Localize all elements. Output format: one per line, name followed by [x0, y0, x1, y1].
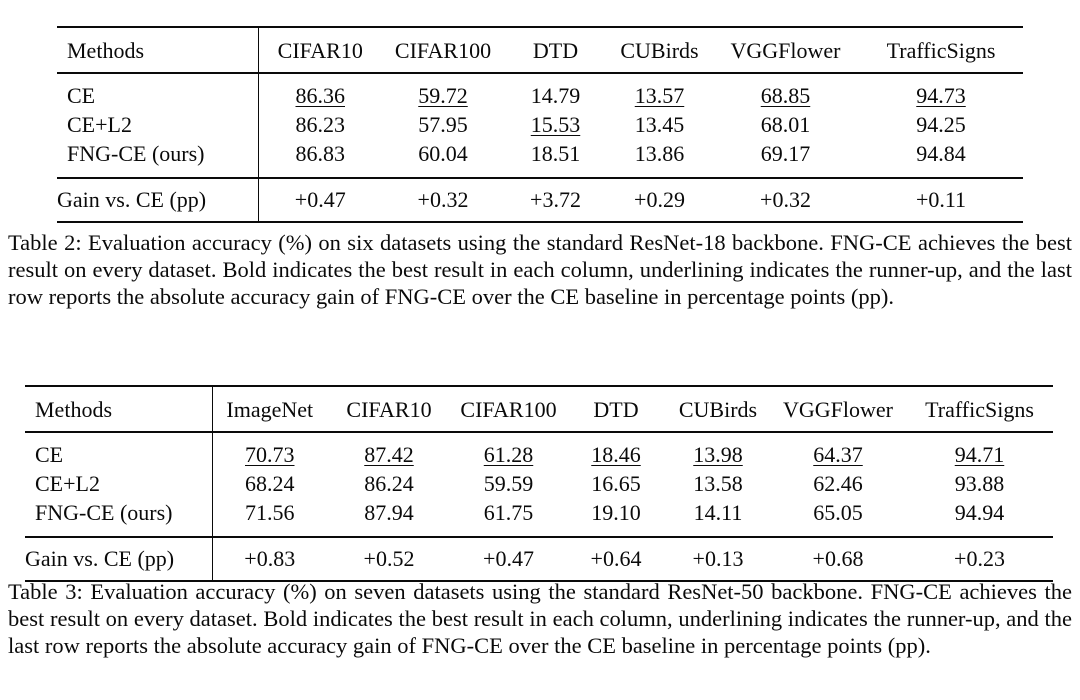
table2-caption: Table 2: Evaluation accuracy (%) on six …	[8, 230, 1072, 309]
accuracy-cell: 94.84	[916, 141, 966, 166]
accuracy-cell: 86.24	[364, 471, 414, 496]
table-body: CE 86.36 59.72 14.79 13.57 68.85 94.73 C…	[57, 73, 1023, 178]
accuracy-cell: 57.95	[418, 112, 468, 137]
col-header-cubirds: CUBirds	[620, 38, 699, 63]
accuracy-cell: 59.72	[418, 83, 468, 108]
method-cell: CE+L2	[35, 471, 100, 496]
table-header-row: Methods ImageNet CIFAR10 CIFAR100 DTD CU…	[25, 386, 1053, 432]
col-header-cifar10: CIFAR10	[346, 397, 432, 422]
table-header: Methods CIFAR10 CIFAR100 DTD CUBirds VGG…	[57, 27, 1023, 73]
accuracy-cell: 87.42	[364, 442, 414, 467]
col-header-trafficsigns: TrafficSigns	[886, 38, 996, 63]
col-header-dtd: DTD	[532, 38, 579, 63]
accuracy-cell: 86.36	[257, 73, 382, 110]
accuracy-cell: 13.58	[693, 471, 743, 496]
accuracy-cell: 14.11	[693, 500, 743, 525]
accuracy-cell: 61.75	[483, 500, 534, 525]
accuracy-cell: 13.45	[634, 112, 685, 137]
col-header-methods: Methods	[67, 38, 144, 63]
method-cell: CE+L2	[67, 112, 132, 137]
table3-caption: Table 3: Evaluation accuracy (%) on seve…	[8, 579, 1072, 658]
gain-cell: +0.52	[363, 546, 415, 571]
accuracy-cell: 65.05	[813, 500, 863, 525]
col-header-vggflower: VGGFlower	[783, 397, 893, 422]
col-header-cifar100: CIFAR100	[394, 38, 492, 63]
gain-cell: +0.11	[915, 187, 967, 212]
gain-cell: +0.13	[692, 546, 744, 571]
method-cell: CE	[67, 83, 96, 108]
accuracy-cell: 68.85	[760, 83, 811, 108]
accuracy-cell: 94.73	[916, 83, 966, 108]
accuracy-cell: 15.53	[530, 112, 581, 137]
table-row-fng-ce: FNG-CE (ours) 71.56 87.94 61.75 19.10 14…	[25, 498, 1053, 537]
gain-row-section: Gain vs. CE (pp) +0.47 +0.32 +3.72 +0.29…	[57, 178, 1023, 222]
resnet18-results-section: Methods CIFAR10 CIFAR100 DTD CUBirds VGG…	[57, 26, 1023, 223]
gain-cell: +0.32	[417, 187, 469, 212]
gain-cell: +0.29	[634, 187, 685, 212]
accuracy-cell: 93.88	[954, 471, 1005, 496]
col-header-trafficsigns: TrafficSigns	[925, 397, 1034, 422]
accuracy-cell: 19.10	[591, 500, 641, 525]
gain-label-cell: Gain vs. CE (pp)	[25, 546, 175, 571]
accuracy-cell: 16.65	[591, 471, 641, 496]
accuracy-cell: 13.98	[693, 442, 743, 467]
gain-cell: +0.32	[760, 187, 811, 212]
gain-cell: +0.47	[257, 178, 382, 222]
gain-cell: +0.23	[954, 546, 1005, 571]
gain-cell: +0.47	[483, 546, 534, 571]
method-cell: FNG-CE (ours)	[67, 141, 205, 166]
accuracy-cell: 94.71	[954, 442, 1005, 467]
method-cell: CE	[35, 442, 64, 467]
gain-label-cell: Gain vs. CE (pp)	[57, 187, 207, 212]
table-row-ce: CE 86.36 59.72 14.79 13.57 68.85 94.73	[57, 73, 1023, 110]
gain-cell: +0.83	[211, 537, 327, 581]
resnet18-results-table: Methods CIFAR10 CIFAR100 DTD CUBirds VGG…	[57, 26, 1023, 223]
gain-row: Gain vs. CE (pp) +0.83 +0.52 +0.47 +0.64…	[25, 537, 1053, 581]
col-header-cifar100: CIFAR100	[460, 397, 557, 422]
table-header: Methods ImageNet CIFAR10 CIFAR100 DTD CU…	[25, 386, 1053, 432]
accuracy-cell: 13.57	[634, 83, 685, 108]
accuracy-cell: 94.25	[916, 112, 966, 137]
col-header-cubirds: CUBirds	[678, 397, 758, 422]
gain-row: Gain vs. CE (pp) +0.47 +0.32 +3.72 +0.29…	[57, 178, 1023, 222]
table-row-ce-l2: CE+L2 86.23 57.95 15.53 13.45 68.01 94.2…	[57, 110, 1023, 139]
accuracy-cell: 68.01	[760, 112, 811, 137]
accuracy-cell: 18.46	[591, 442, 641, 467]
table-row-ce-l2: CE+L2 68.24 86.24 59.59 16.65 13.58 62.4…	[25, 469, 1053, 498]
table-row-ce: CE 70.73 87.42 61.28 18.46 13.98 64.37 9…	[25, 432, 1053, 469]
gain-cell: +0.64	[590, 546, 642, 571]
col-header-methods: Methods	[35, 397, 112, 422]
table-body: CE 70.73 87.42 61.28 18.46 13.98 64.37 9…	[25, 432, 1053, 537]
col-header-cifar10: CIFAR10	[257, 27, 382, 73]
accuracy-cell: 64.37	[813, 442, 863, 467]
gain-cell: +3.72	[530, 187, 581, 212]
accuracy-cell: 86.23	[257, 110, 382, 139]
col-header-dtd: DTD	[593, 397, 639, 422]
gain-cell: +0.68	[812, 546, 864, 571]
table-row-fng-ce: FNG-CE (ours) 86.83 60.04 18.51 13.86 69…	[57, 139, 1023, 178]
accuracy-cell: 13.86	[634, 141, 685, 166]
resnet50-results-table: Methods ImageNet CIFAR10 CIFAR100 DTD CU…	[25, 385, 1053, 582]
accuracy-cell: 68.24	[211, 469, 327, 498]
gain-row-section: Gain vs. CE (pp) +0.83 +0.52 +0.47 +0.64…	[25, 537, 1053, 581]
accuracy-cell: 87.94	[364, 500, 414, 525]
method-cell: FNG-CE (ours)	[35, 500, 173, 525]
col-header-imagenet: ImageNet	[211, 386, 327, 432]
resnet50-results-section: Methods ImageNet CIFAR10 CIFAR100 DTD CU…	[25, 385, 1053, 582]
accuracy-cell: 71.56	[211, 498, 327, 537]
accuracy-cell: 61.28	[483, 442, 534, 467]
col-header-vggflower: VGGFlower	[730, 38, 841, 63]
accuracy-cell: 94.94	[954, 500, 1005, 525]
accuracy-cell: 18.51	[530, 141, 581, 166]
accuracy-cell: 59.59	[483, 471, 534, 496]
table-header-row: Methods CIFAR10 CIFAR100 DTD CUBirds VGG…	[57, 27, 1023, 73]
accuracy-cell: 86.83	[257, 139, 382, 178]
accuracy-cell: 70.73	[211, 432, 327, 469]
accuracy-cell: 62.46	[813, 471, 863, 496]
accuracy-cell: 69.17	[760, 141, 811, 166]
accuracy-cell: 14.79	[530, 83, 581, 108]
accuracy-cell: 60.04	[418, 141, 468, 166]
